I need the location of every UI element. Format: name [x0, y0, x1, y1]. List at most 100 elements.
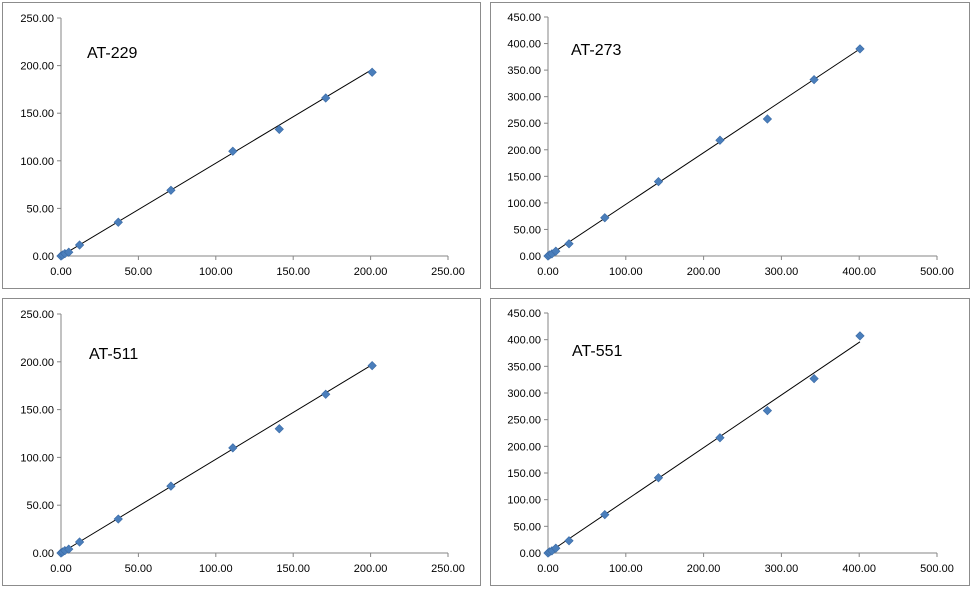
data-point	[653, 473, 664, 483]
y-tick-label: 250.00	[20, 309, 54, 321]
chart-panel-at511: 0.00 50.00 100.00 150.00 200.00 250.00 0.00 50.…	[2, 298, 481, 586]
x-tick-label: 0.00	[537, 563, 558, 575]
chart-title: AT-551	[572, 343, 623, 360]
x-tick-label: 500.00	[920, 563, 954, 575]
y-tick-label: 450.00	[507, 12, 541, 24]
y-tick-label: 250.00	[507, 118, 541, 130]
y-tick-label: 0.00	[520, 548, 541, 560]
y-tick-label: 350.00	[507, 65, 541, 77]
y-tick-label: 50.00	[513, 521, 541, 533]
data-point	[64, 247, 74, 257]
chart-svg: 0.00 50.00 100.00 150.00 200.00 250.00 0.00 50.…	[20, 309, 465, 575]
x-tick-label: 0.00	[50, 563, 71, 575]
x-tick-label: 100.00	[609, 563, 643, 575]
data-point	[564, 536, 574, 546]
data-point	[74, 240, 85, 250]
trendline	[547, 341, 861, 554]
chart-title: AT-511	[89, 346, 138, 363]
data-point	[113, 217, 123, 227]
x-tick-label: 100.00	[199, 266, 233, 278]
x-tick-label: 500.00	[920, 266, 954, 278]
data-point	[715, 433, 725, 443]
y-tick-label: 200.00	[20, 61, 54, 73]
x-tick-label: 0.00	[50, 266, 71, 278]
data-point	[809, 75, 819, 85]
y-tick-label: 50.00	[26, 500, 54, 512]
y-tick-label: 100.00	[507, 198, 541, 210]
data-point	[600, 213, 610, 223]
y-tick-label: 150.00	[20, 108, 54, 120]
trendline	[547, 48, 861, 257]
chart-title: AT-229	[87, 45, 138, 62]
data-point	[113, 514, 123, 524]
data-point	[274, 124, 284, 135]
chart-svg: 0.00 50.00 100.00 150.00 200.00 250.00 300.00 3…	[507, 308, 954, 575]
y-tick-label: 450.00	[507, 308, 541, 320]
y-tick-label: 250.00	[507, 415, 541, 427]
y-tick-label: 50.00	[513, 224, 541, 236]
y-tick-label: 0.00	[520, 251, 541, 263]
data-point	[367, 67, 377, 77]
x-tick-label: 400.00	[842, 266, 876, 278]
data-point	[715, 135, 725, 145]
chart-panel-at273: 0.00 50.00 100.00 150.00 200.00 250.00 300.00 3…	[490, 2, 970, 289]
trendline	[60, 364, 373, 554]
y-tick-label: 150.00	[507, 468, 541, 480]
x-tick-label: 200.00	[354, 563, 388, 575]
data-point	[321, 389, 331, 399]
y-tick-label: 300.00	[507, 92, 541, 104]
x-tick-label: 300.00	[765, 266, 799, 278]
y-tick-label: 350.00	[507, 361, 541, 373]
x-tick-label: 100.00	[199, 563, 233, 575]
data-point	[762, 405, 773, 416]
x-tick-label: 150.00	[276, 563, 310, 575]
x-tick-label: 250.00	[431, 266, 465, 278]
chart-svg: 0.00 50.00 100.00 150.00 200.00 250.00 300.00 3…	[507, 12, 954, 278]
data-point	[228, 443, 238, 453]
x-tick-label: 300.00	[765, 563, 799, 575]
data-point	[600, 509, 610, 520]
y-tick-label: 200.00	[507, 145, 541, 157]
y-tick-label: 250.00	[20, 13, 54, 25]
data-point	[551, 246, 561, 256]
data-point	[274, 424, 284, 434]
data-point	[855, 331, 865, 341]
y-tick-label: 150.00	[20, 405, 54, 417]
y-tick-label: 100.00	[20, 156, 54, 168]
y-tick-label: 0.00	[33, 251, 54, 263]
data-point	[367, 360, 377, 371]
data-point	[228, 146, 238, 156]
trendline	[60, 68, 373, 257]
data-point	[74, 537, 85, 547]
y-tick-label: 200.00	[20, 357, 54, 369]
y-tick-label: 50.00	[26, 203, 54, 215]
data-point	[762, 114, 773, 124]
x-tick-label: 150.00	[276, 266, 310, 278]
x-tick-label: 50.00	[125, 266, 153, 278]
data-point	[809, 373, 819, 384]
data-point	[564, 239, 574, 249]
y-tick-label: 100.00	[507, 495, 541, 507]
data-point	[653, 177, 664, 187]
x-tick-label: 200.00	[354, 266, 388, 278]
data-point	[166, 185, 176, 195]
x-tick-label: 250.00	[431, 563, 465, 575]
x-tick-label: 400.00	[842, 563, 876, 575]
x-tick-label: 200.00	[687, 563, 721, 575]
x-tick-label: 100.00	[609, 266, 643, 278]
y-tick-label: 0.00	[33, 548, 54, 560]
chart-svg: 0.00 50.00 100.00 150.00 200.00 250.00 0.00 50.…	[20, 13, 465, 278]
x-tick-label: 50.00	[125, 563, 153, 575]
y-tick-label: 400.00	[507, 335, 541, 347]
x-tick-label: 0.00	[537, 266, 558, 278]
data-point	[551, 543, 561, 553]
chart-title: AT-273	[571, 42, 622, 59]
chart-panel-at551: 0.00 50.00 100.00 150.00 200.00 250.00 300.00 3…	[490, 298, 970, 586]
y-tick-label: 200.00	[507, 441, 541, 453]
x-tick-label: 200.00	[687, 266, 721, 278]
data-point	[64, 544, 74, 554]
data-point	[166, 481, 176, 491]
chart-panel-at229: 0.00 50.00 100.00 150.00 200.00 250.00 0.00 50.…	[2, 2, 481, 289]
data-point	[855, 44, 865, 54]
y-tick-label: 100.00	[20, 452, 54, 464]
